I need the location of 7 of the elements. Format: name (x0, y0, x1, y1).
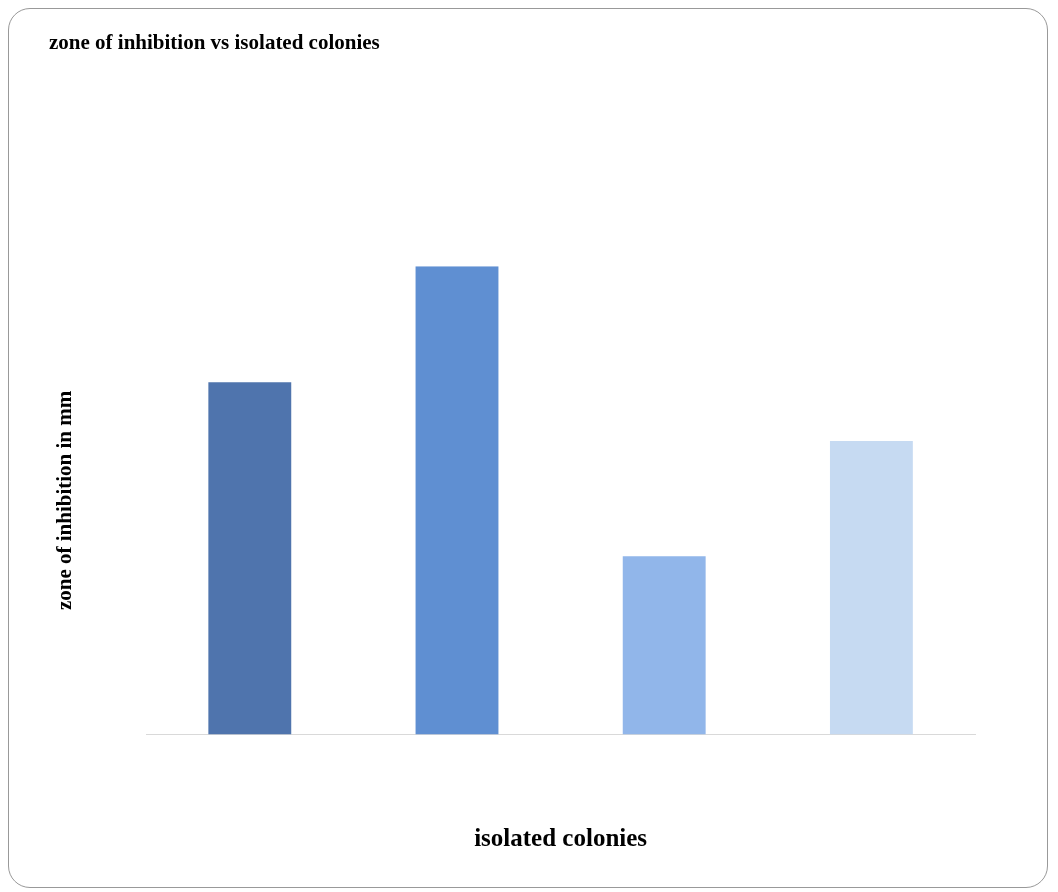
bar (829, 440, 913, 735)
x-axis-title: isolated colonies (474, 824, 648, 852)
y-axis-title: zone of inhibition in mm (52, 390, 77, 611)
chart-title: zone of inhibition vs isolated colonies (49, 30, 380, 55)
bar (415, 266, 499, 735)
bar (622, 556, 706, 735)
bar (208, 382, 292, 735)
